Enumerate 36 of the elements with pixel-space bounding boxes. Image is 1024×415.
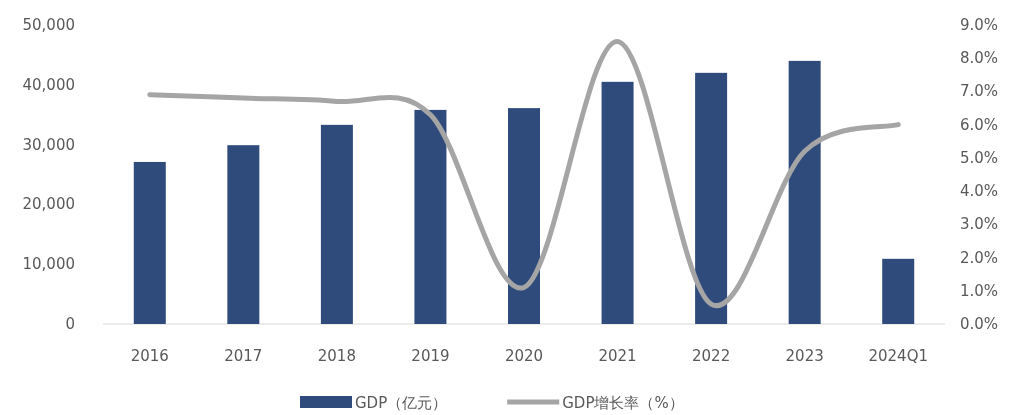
x-tick-label: 2024Q1	[868, 347, 928, 365]
bar	[227, 145, 260, 324]
x-tick-label: 2017	[224, 347, 263, 365]
y2-tick-label: 3.0%	[960, 215, 999, 234]
y2-tick-label: 8.0%	[960, 49, 999, 68]
y-tick-label: 40,000	[22, 75, 75, 94]
y2-tick-label: 2.0%	[960, 248, 999, 267]
y2-tick-label: 6.0%	[960, 115, 999, 134]
y-tick-label: 30,000	[22, 135, 75, 154]
y-tick-label: 50,000	[22, 16, 75, 34]
y-tick-label: 20,000	[22, 195, 75, 214]
x-tick-label: 2016	[130, 347, 169, 365]
legend-label: GDP增长率（%）	[562, 394, 684, 412]
bar	[320, 124, 353, 324]
bar	[882, 258, 915, 324]
x-tick-label: 2020	[504, 347, 544, 365]
x-tick-label: 2023	[785, 347, 824, 365]
x-tick-label: 2019	[411, 347, 450, 365]
y2-tick-label: 4.0%	[960, 182, 999, 201]
bar	[414, 109, 447, 324]
y-tick-label: 0	[65, 315, 75, 333]
x-tick-label: 2021	[598, 347, 637, 365]
legend-label: GDP（亿元）	[355, 394, 448, 412]
bar	[788, 60, 821, 324]
x-tick-label: 2018	[317, 347, 356, 365]
y2-tick-label: 9.0%	[960, 16, 999, 34]
x-tick-label: 2022	[692, 347, 731, 365]
y2-tick-label: 1.0%	[960, 281, 999, 300]
y2-tick-label: 5.0%	[960, 148, 999, 167]
bar	[601, 81, 634, 324]
y-tick-label: 10,000	[22, 255, 75, 274]
y2-tick-label: 7.0%	[960, 82, 999, 101]
y2-tick-label: 0.0%	[960, 315, 999, 333]
bar	[695, 72, 728, 324]
bar	[133, 161, 166, 324]
bar	[508, 108, 540, 324]
